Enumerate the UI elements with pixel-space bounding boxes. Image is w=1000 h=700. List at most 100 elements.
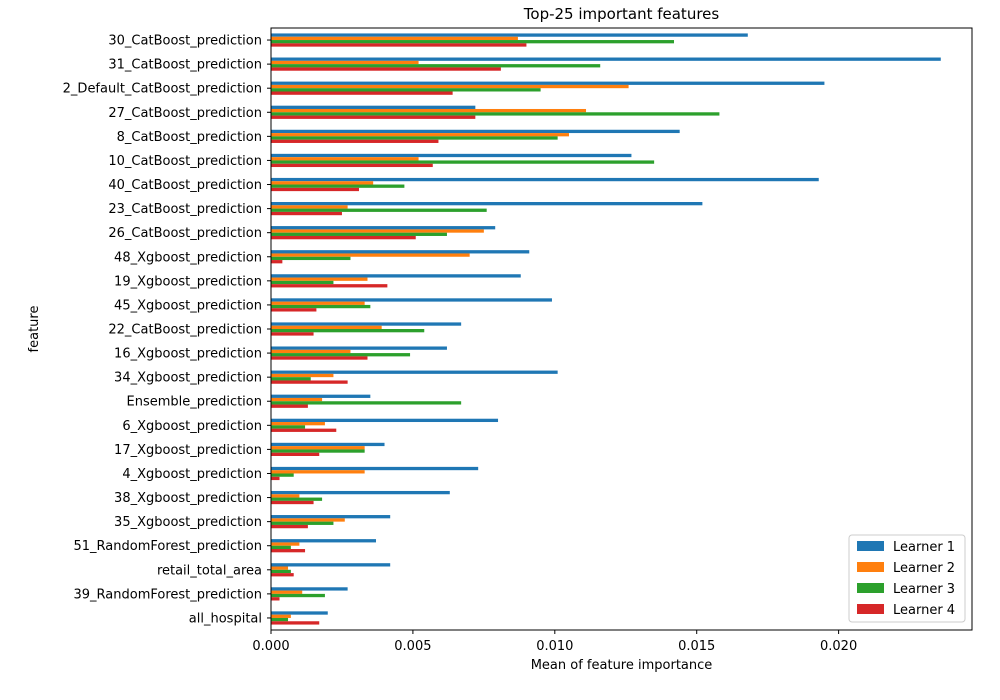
legend-swatch (857, 541, 884, 551)
y-tick-label: 23_CatBoost_prediction (108, 202, 262, 217)
legend-label: Learner 1 (893, 540, 955, 555)
y-tick-label: 51_RandomForest_prediction (74, 539, 262, 554)
y-tick-label: 26_CatBoost_prediction (108, 226, 262, 241)
bar-3-34_Xgboost_prediction (271, 377, 311, 381)
bar-4-31_CatBoost_prediction (271, 67, 501, 71)
bar-1-17_Xgboost_prediction (271, 442, 385, 447)
bar-2-23_CatBoost_prediction (271, 205, 348, 209)
bar-3-16_Xgboost_prediction (271, 353, 411, 357)
x-tick-label: 0.000 (252, 639, 289, 654)
bar-4-10_CatBoost_prediction (271, 163, 433, 168)
bar-2-48_Xgboost_prediction (271, 253, 470, 257)
bar-4-34_Xgboost_prediction (271, 380, 348, 384)
y-tick-label: 39_RandomForest_prediction (74, 587, 262, 602)
legend-items: Learner 1 Learner 2 Learner 3 Learner 4 (857, 540, 955, 618)
bar-1-45_Xgboost_prediction (271, 298, 552, 302)
bar-2-34_Xgboost_prediction (271, 373, 334, 378)
legend-label: Learner 4 (893, 603, 955, 618)
bar-3-39_RandomForest_prediction (271, 593, 325, 598)
bar-1-39_RandomForest_prediction (271, 587, 348, 591)
bar-1-30_CatBoost_prediction (271, 33, 748, 37)
bar-4-38_Xgboost_prediction (271, 500, 314, 505)
bar-4-40_CatBoost_prediction (271, 187, 359, 192)
bar-4-Ensemble_prediction (271, 404, 308, 408)
x-tick-label: 0.005 (394, 639, 431, 654)
bar-2-38_Xgboost_prediction (271, 494, 300, 498)
bar-2-2_Default_CatBoost_prediction (271, 84, 629, 89)
bar-4-39_RandomForest_prediction (271, 597, 280, 601)
bar-2-30_CatBoost_prediction (271, 36, 518, 41)
bar-2-26_CatBoost_prediction (271, 229, 484, 233)
x-axis-title: Mean of feature importance (531, 658, 713, 673)
bar-1-26_CatBoost_prediction (271, 226, 496, 230)
bar-4-2_Default_CatBoost_prediction (271, 91, 453, 95)
bar-4-17_Xgboost_prediction (271, 452, 320, 456)
bar-1-retail_total_area (271, 563, 391, 567)
y-tick-label: 48_Xgboost_prediction (114, 250, 262, 265)
bar-1-23_CatBoost_prediction (271, 202, 703, 206)
bar-2-39_RandomForest_prediction (271, 590, 303, 594)
y-tick-label: 31_CatBoost_prediction (108, 58, 262, 73)
bar-3-Ensemble_prediction (271, 401, 462, 405)
y-tick-label: Ensemble_prediction (127, 395, 262, 410)
y-tick-label: 2_Default_CatBoost_prediction (63, 82, 262, 97)
bar-3-48_Xgboost_prediction (271, 256, 351, 261)
bar-4-45_Xgboost_prediction (271, 308, 317, 312)
bar-1-48_Xgboost_prediction (271, 250, 530, 254)
bar-2-retail_total_area (271, 566, 289, 570)
bar-1-40_CatBoost_prediction (271, 177, 819, 182)
bar-1-16_Xgboost_prediction (271, 346, 447, 350)
bar-4-4_Xgboost_prediction (271, 476, 280, 481)
bar-2-16_Xgboost_prediction (271, 349, 351, 354)
legend-swatch (857, 583, 884, 593)
y-tick-label: 10_CatBoost_prediction (108, 154, 262, 169)
bar-1-6_Xgboost_prediction (271, 418, 499, 423)
bar-1-19_Xgboost_prediction (271, 274, 521, 278)
y-tick-label: 19_Xgboost_prediction (114, 274, 262, 289)
bar-1-27_CatBoost_prediction (271, 105, 476, 109)
y-tick-label: 4_Xgboost_prediction (122, 467, 262, 482)
bar-4-22_CatBoost_prediction (271, 332, 314, 336)
bar-3-23_CatBoost_prediction (271, 208, 487, 212)
y-tick-label: all_hospital (189, 611, 262, 626)
y-tick-label: 16_Xgboost_prediction (114, 347, 262, 362)
bar-2-22_CatBoost_prediction (271, 325, 382, 329)
bar-4-35_Xgboost_prediction (271, 524, 308, 529)
y-tick-label: 40_CatBoost_prediction (108, 178, 262, 193)
bar-1-35_Xgboost_prediction (271, 515, 391, 519)
bar-4-19_Xgboost_prediction (271, 284, 388, 288)
bar-4-26_CatBoost_prediction (271, 235, 416, 240)
bar-1-4_Xgboost_prediction (271, 466, 479, 471)
bar-1-22_CatBoost_prediction (271, 322, 462, 326)
y-tick-label: 17_Xgboost_prediction (114, 443, 262, 458)
bar-3-26_CatBoost_prediction (271, 232, 447, 236)
bar-2-Ensemble_prediction (271, 397, 323, 402)
bar-4-8_CatBoost_prediction (271, 139, 439, 143)
y-axis-ticks: 30_CatBoost_prediction 31_CatBoost_predic… (63, 34, 271, 626)
bar-2-6_Xgboost_prediction (271, 422, 325, 426)
bar-2-51_RandomForest_prediction (271, 542, 300, 546)
x-tick-label: 0.010 (536, 639, 573, 654)
bar-3-17_Xgboost_prediction (271, 449, 365, 453)
bar-1-31_CatBoost_prediction (271, 57, 941, 61)
bar-3-35_Xgboost_prediction (271, 521, 334, 525)
y-tick-label: 6_Xgboost_prediction (122, 419, 262, 434)
bar-2-8_CatBoost_prediction (271, 133, 569, 137)
bar-4-30_CatBoost_prediction (271, 43, 527, 47)
legend-box (848, 534, 966, 623)
bar-2-35_Xgboost_prediction (271, 518, 345, 522)
y-tick-label: 38_Xgboost_prediction (114, 491, 262, 506)
bar-2-4_Xgboost_prediction (271, 470, 365, 474)
y-tick-label: 30_CatBoost_prediction (108, 34, 262, 49)
y-axis-title: feature (27, 306, 42, 353)
legend-swatch (857, 562, 884, 572)
x-tick-label: 0.015 (678, 639, 715, 654)
legend-swatch (857, 604, 884, 614)
chart-title: Top-25 important features (523, 5, 720, 23)
bar-1-2_Default_CatBoost_prediction (271, 81, 825, 85)
bar-2-45_Xgboost_prediction (271, 301, 365, 305)
bar-3-4_Xgboost_prediction (271, 473, 294, 477)
